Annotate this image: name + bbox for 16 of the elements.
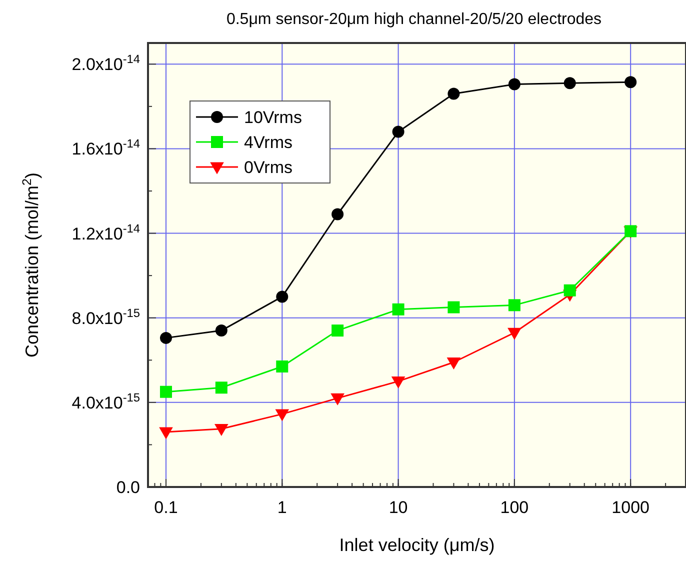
x-tick-label: 0.1 — [154, 498, 178, 517]
x-tick-label: 100 — [500, 498, 529, 517]
x-axis-title: Inlet velocity (μm/s) — [339, 535, 495, 555]
legend-label: 4Vrms — [244, 133, 292, 152]
y-tick-label: 0.0 — [116, 478, 140, 497]
y-tick-label: 4.0x10$^{-15}$ — [72, 390, 140, 412]
legend-label: 0Vrms — [244, 158, 292, 177]
y-tick-label: 1.6x10$^{-14}$ — [72, 136, 140, 159]
x-tick-label: 1000 — [612, 498, 650, 517]
chart-title: 0.5μm sensor-20μm high channel-20/5/20 electrodes — [226, 11, 602, 28]
y-tick-label: 8.0x10$^{-15}$ — [72, 306, 140, 328]
x-tick-label: 10 — [388, 498, 408, 517]
x-tick-label: 1 — [277, 498, 287, 517]
y-tick-label: 1.2x10$^{-14}$ — [72, 221, 140, 244]
y-tick-label: 2.0x10$^{-14}$ — [72, 52, 140, 74]
legend-label: 10Vrms — [244, 108, 302, 127]
